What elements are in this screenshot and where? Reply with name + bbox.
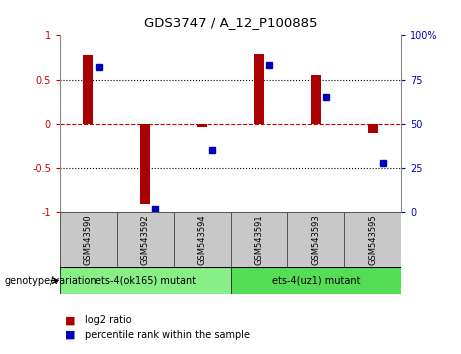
Text: GSM543591: GSM543591: [254, 215, 263, 265]
Text: percentile rank within the sample: percentile rank within the sample: [85, 330, 250, 339]
Text: genotype/variation: genotype/variation: [5, 275, 97, 286]
Text: ets-4(uz1) mutant: ets-4(uz1) mutant: [272, 275, 360, 286]
Bar: [230, 212, 287, 267]
Bar: [60, 267, 230, 294]
Text: GSM543592: GSM543592: [141, 215, 150, 265]
Bar: [117, 212, 174, 267]
Bar: [83, 55, 94, 124]
Text: ■: ■: [65, 315, 75, 325]
Bar: [230, 267, 401, 294]
Bar: [344, 212, 401, 267]
Text: ■: ■: [65, 330, 75, 339]
Text: GSM543590: GSM543590: [84, 215, 93, 265]
Text: GSM543593: GSM543593: [311, 215, 320, 265]
Text: GSM543595: GSM543595: [368, 215, 377, 265]
Bar: [287, 212, 344, 267]
Text: GDS3747 / A_12_P100885: GDS3747 / A_12_P100885: [144, 16, 317, 29]
Bar: [60, 212, 117, 267]
Text: ets-4(ok165) mutant: ets-4(ok165) mutant: [95, 275, 196, 286]
Bar: [367, 124, 378, 133]
Bar: [174, 212, 230, 267]
Bar: [140, 124, 150, 204]
Bar: [197, 124, 207, 126]
Text: GSM543594: GSM543594: [198, 215, 207, 265]
Bar: [254, 54, 264, 124]
Text: log2 ratio: log2 ratio: [85, 315, 132, 325]
Bar: [311, 75, 321, 124]
